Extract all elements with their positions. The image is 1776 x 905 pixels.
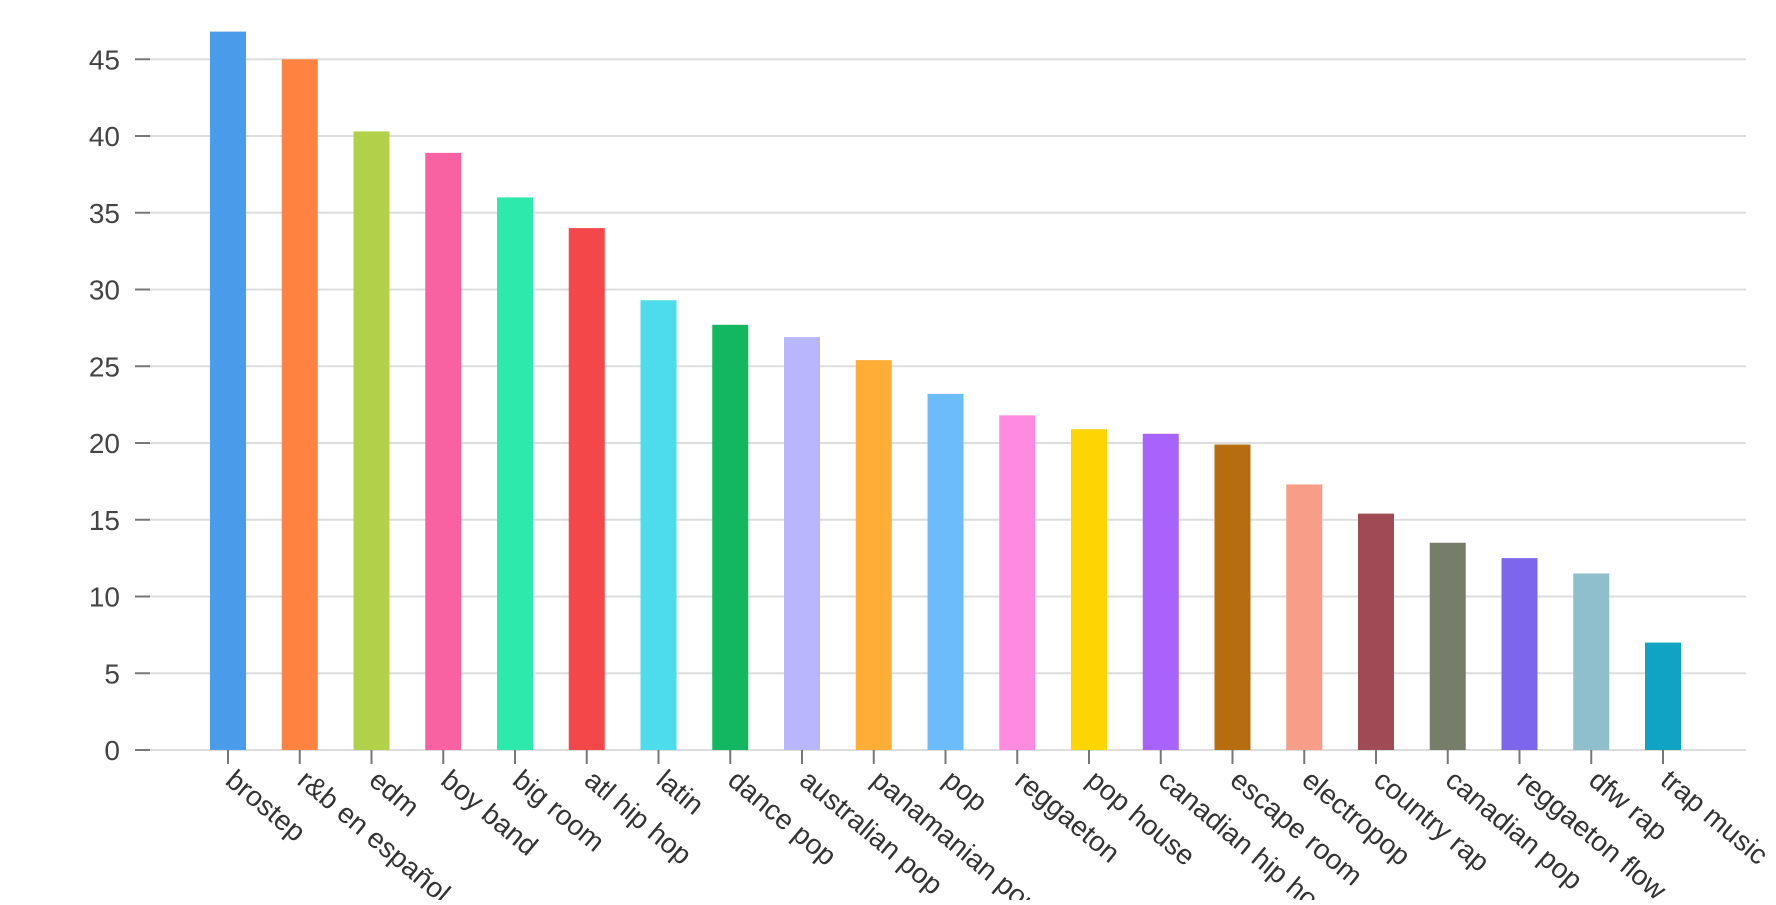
- x-tick-label-6: latin: [651, 764, 710, 821]
- bar-10[interactable]: [927, 393, 964, 750]
- bar-12[interactable]: [1071, 429, 1107, 750]
- y-tick-label-30: 30: [89, 275, 120, 306]
- bar-13[interactable]: [1142, 433, 1179, 750]
- bar-0[interactable]: [210, 31, 246, 751]
- y-axis: 0 5 10 15 20 25 30 35 40 45: [89, 44, 150, 766]
- bar-14[interactable]: [1214, 444, 1251, 750]
- bar-16[interactable]: [1358, 513, 1394, 750]
- bar-2[interactable]: [353, 131, 390, 750]
- bar-17[interactable]: [1429, 542, 1466, 750]
- x-tick-label-10: pop: [938, 764, 994, 818]
- bar-3[interactable]: [425, 152, 462, 750]
- y-tick-label-35: 35: [89, 198, 120, 229]
- y-tick-label-25: 25: [89, 351, 120, 382]
- bar-5[interactable]: [568, 228, 605, 751]
- y-tick-label-15: 15: [89, 505, 120, 536]
- y-tick-label-0: 0: [104, 735, 120, 766]
- bar-18[interactable]: [1501, 558, 1538, 750]
- y-tick-label-20: 20: [89, 428, 120, 459]
- bar-7[interactable]: [712, 324, 749, 750]
- x-tick-label-0: brostep: [220, 764, 311, 848]
- x-tick-label-2: edm: [364, 764, 426, 823]
- bar-15[interactable]: [1286, 484, 1323, 750]
- bar-19[interactable]: [1573, 573, 1610, 750]
- bar-11[interactable]: [999, 415, 1036, 750]
- bars-layer: [210, 31, 1681, 751]
- bar-6[interactable]: [640, 300, 677, 750]
- bar-9[interactable]: [855, 360, 892, 750]
- bar-8[interactable]: [784, 337, 820, 750]
- y-tick-label-45: 45: [89, 44, 120, 75]
- bar-20[interactable]: [1645, 642, 1681, 750]
- y-tick-label-10: 10: [89, 582, 120, 613]
- x-tick-label-20: trap music: [1655, 764, 1774, 871]
- bar-1[interactable]: [281, 59, 318, 750]
- y-tick-label-40: 40: [89, 121, 120, 152]
- y-tick-label-5: 5: [104, 658, 120, 689]
- bar-4[interactable]: [497, 197, 533, 750]
